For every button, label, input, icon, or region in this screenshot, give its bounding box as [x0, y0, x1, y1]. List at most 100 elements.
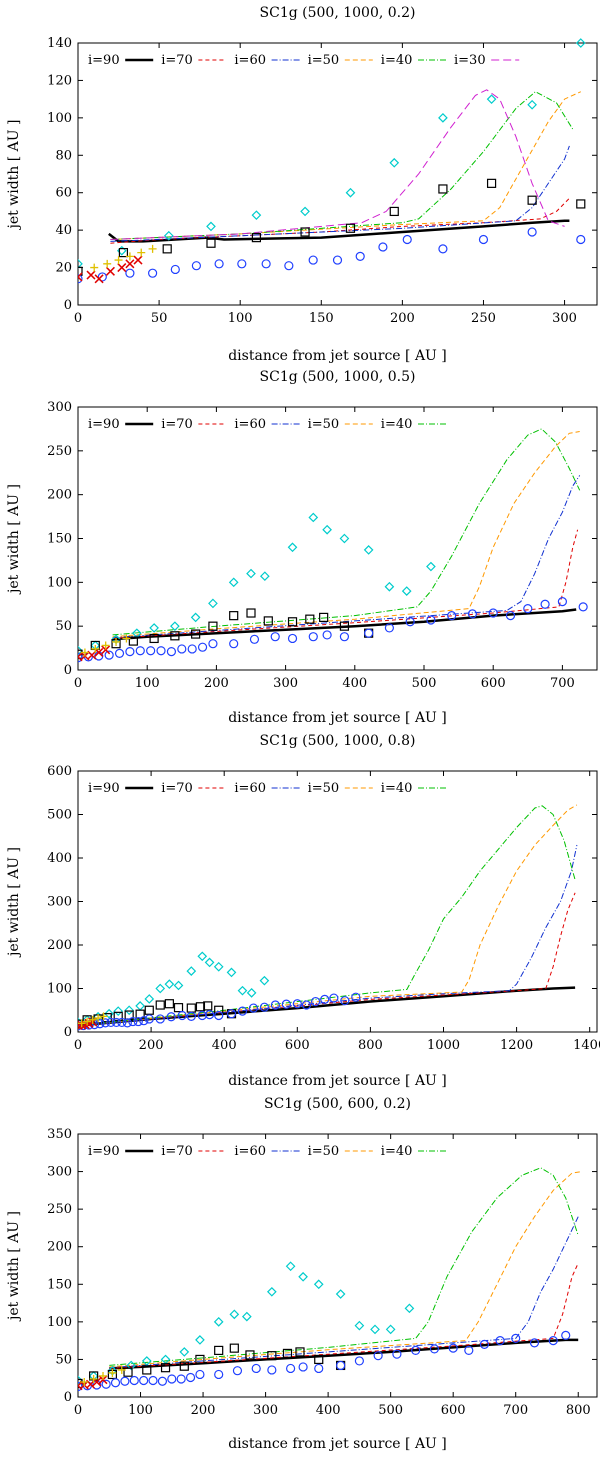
- x-axis-label: distance from jet source [ AU ]: [228, 1436, 447, 1452]
- plot-area: [78, 38, 586, 284]
- legend-label: i=40: [381, 781, 413, 796]
- data-point-blue-circle: [129, 1375, 139, 1386]
- data-point-cyan-diamond: [527, 99, 537, 110]
- x-tick-label: 400: [212, 1038, 237, 1053]
- data-point-cyan-diamond: [78, 645, 83, 656]
- y-axis-label: jet width [ AU ]: [6, 484, 22, 595]
- data-point-blue-circle: [176, 1374, 186, 1384]
- y-tick-label: 120: [47, 73, 72, 88]
- y-tick-label: 150: [47, 532, 72, 547]
- y-tick-label: 300: [47, 1165, 72, 1180]
- data-point-blue-circle: [146, 646, 156, 656]
- data-point-black-square: [195, 1002, 206, 1012]
- data-point-black-square: [295, 1347, 305, 1357]
- data-point-blue-circle: [128, 1016, 138, 1027]
- data-point-blue-circle: [166, 646, 177, 657]
- data-point-blue-circle: [548, 1336, 558, 1346]
- x-tick-label: 200: [139, 1038, 164, 1053]
- x-tick-label: 1000: [427, 1038, 460, 1053]
- data-point-black-square: [149, 633, 159, 644]
- data-point-red-cross: [87, 650, 97, 660]
- data-point-blue-circle: [251, 1363, 261, 1374]
- series-line-i30: [109, 1167, 579, 1366]
- data-point-black-square: [319, 612, 329, 623]
- y-tick-label: 0: [64, 1390, 72, 1405]
- series-line-i20: [110, 89, 565, 240]
- data-point-blue-circle: [214, 1369, 224, 1380]
- data-point-black-square: [173, 1003, 184, 1013]
- x-axis-label: distance from jet source [ AU ]: [228, 348, 447, 364]
- legend-label: i=60: [234, 417, 266, 432]
- data-point-blue-circle: [308, 632, 318, 642]
- data-point-black-square: [438, 184, 448, 194]
- data-point-cyan-diamond: [208, 598, 218, 609]
- data-point-red-cross: [78, 272, 83, 282]
- data-point-cyan-diamond: [206, 221, 216, 232]
- data-point-black-square: [144, 1005, 154, 1015]
- x-tick-label: 800: [566, 1403, 591, 1418]
- data-point-cyan-diamond: [370, 1324, 380, 1335]
- data-point-blue-circle: [384, 623, 394, 633]
- y-axis-label: jet width [ AU ]: [6, 847, 22, 958]
- data-point-blue-circle: [429, 1344, 440, 1354]
- x-tick-label: 50: [151, 311, 168, 326]
- series-line-i30: [110, 91, 574, 240]
- legend-label: i=70: [161, 1144, 193, 1159]
- data-point-blue-circle: [139, 1016, 149, 1026]
- data-point-black-square: [339, 621, 350, 631]
- data-point-black-square: [527, 195, 537, 205]
- data-point-cyan-diamond: [251, 210, 262, 221]
- data-point-blue-circle: [576, 234, 586, 245]
- data-point-black-square: [142, 1365, 152, 1375]
- data-point-blue-circle: [270, 632, 280, 642]
- data-point-blue-circle: [117, 1017, 127, 1028]
- data-point-blue-circle: [478, 234, 489, 245]
- chart-panel-3: SC1g (500, 1000, 0.8)0 200 400 600 800 1000 12…: [6, 733, 600, 1089]
- data-point-cyan-diamond: [186, 966, 197, 976]
- data-point-blue-circle: [527, 227, 537, 237]
- data-point-blue-circle: [97, 272, 107, 282]
- x-tick-label: 400: [342, 676, 367, 691]
- data-point-blue-circle: [332, 255, 343, 265]
- legend-label: i=60: [234, 781, 266, 796]
- chart-title: SC1g (500, 1000, 0.8): [260, 733, 416, 749]
- x-tick-label: 0: [74, 1038, 82, 1053]
- series-line-i30: [112, 428, 581, 636]
- data-point-yellow-plus: [103, 259, 112, 268]
- data-point-blue-circle: [248, 1003, 259, 1013]
- data-point-blue-circle: [237, 1006, 248, 1016]
- data-point-blue-circle: [208, 639, 218, 649]
- legend-label: i=90: [88, 1144, 120, 1159]
- data-point-blue-circle: [177, 1010, 187, 1021]
- data-point-yellow-plus: [108, 1368, 117, 1377]
- y-tick-label: 0: [64, 298, 72, 313]
- x-tick-label: 200: [390, 311, 415, 326]
- data-point-blue-circle: [186, 1011, 196, 1021]
- y-tick-label: 200: [47, 938, 72, 953]
- data-point-blue-circle: [157, 1376, 168, 1386]
- data-point-blue-circle: [78, 274, 83, 284]
- data-point-blue-circle: [354, 1356, 364, 1366]
- data-point-cyan-diamond: [298, 1271, 308, 1282]
- data-point-cyan-diamond: [124, 1005, 135, 1016]
- data-point-blue-circle: [340, 996, 350, 1006]
- legend: i=90 i=70 i=60 i=50 i=40: [88, 781, 446, 796]
- x-tick-label: 300: [273, 676, 298, 691]
- data-point-blue-circle: [237, 259, 247, 269]
- y-tick-label: 300: [47, 400, 72, 415]
- data-point-cyan-diamond: [401, 586, 412, 596]
- series-line-i30: [78, 805, 576, 1026]
- data-point-black-square: [287, 617, 298, 627]
- data-point-blue-circle: [392, 1349, 402, 1359]
- data-point-blue-circle: [336, 1360, 346, 1371]
- data-point-blue-circle: [177, 644, 187, 654]
- x-tick-label: 600: [285, 1038, 310, 1053]
- x-axis-label: distance from jet source [ AU ]: [228, 1073, 447, 1089]
- data-point-blue-circle: [523, 604, 533, 614]
- data-point-blue-circle: [308, 255, 318, 265]
- data-point-cyan-diamond: [126, 1360, 136, 1371]
- data-point-blue-circle: [464, 1345, 474, 1356]
- x-tick-label: 500: [378, 1403, 403, 1418]
- data-point-cyan-diamond: [78, 258, 83, 269]
- data-point-black-square: [389, 206, 399, 217]
